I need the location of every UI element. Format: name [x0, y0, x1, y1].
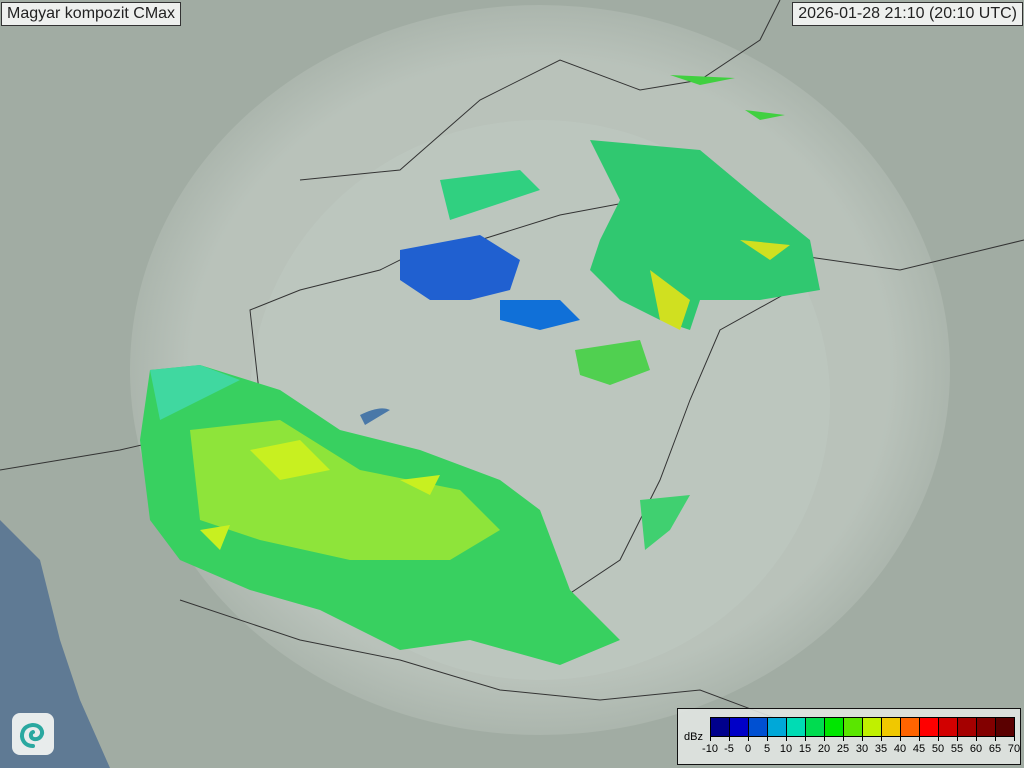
legend-swatch: [749, 718, 768, 736]
legend-tick-mark: [938, 736, 939, 741]
legend-tick-mark: [748, 736, 749, 741]
legend-swatch: [958, 718, 977, 736]
legend-tick-mark: [881, 736, 882, 741]
legend-tick-mark: [786, 736, 787, 741]
legend-swatch: [711, 718, 730, 736]
legend-tick-mark: [919, 736, 920, 741]
legend-tick-mark: [1014, 736, 1015, 741]
legend-swatch: [730, 718, 749, 736]
spiral-logo-icon: [12, 713, 54, 755]
legend-tick-mark: [824, 736, 825, 741]
timestamp: 2026-01-28 21:10 (20:10 UTC): [792, 2, 1023, 26]
legend-tick-label: -10: [702, 743, 718, 755]
legend-tick-label: 5: [763, 743, 771, 755]
legend-color-bar: [710, 717, 1015, 737]
legend-tick-mark: [843, 736, 844, 741]
legend-swatch: [787, 718, 806, 736]
legend-tick-label: 60: [969, 743, 983, 755]
legend-swatch: [844, 718, 863, 736]
legend-swatch: [806, 718, 825, 736]
legend-tick-mark: [805, 736, 806, 741]
legend-tick-label: 0: [744, 743, 752, 755]
legend-tick-label: 70: [1007, 743, 1021, 755]
legend-tick-mark: [995, 736, 996, 741]
legend-tick-label: 50: [931, 743, 945, 755]
legend-swatch: [996, 718, 1014, 736]
legend-swatch: [882, 718, 901, 736]
legend-tick-mark: [957, 736, 958, 741]
legend-tick-mark: [729, 736, 730, 741]
legend-swatch: [920, 718, 939, 736]
legend-swatch: [825, 718, 844, 736]
legend-tick-mark: [767, 736, 768, 741]
legend-swatch: [901, 718, 920, 736]
product-title: Magyar kompozit CMax: [1, 2, 182, 26]
legend-tick-label: 45: [912, 743, 926, 755]
legend-swatch: [977, 718, 996, 736]
legend-tick-mark: [900, 736, 901, 741]
legend-swatch: [768, 718, 787, 736]
legend-tick-mark: [710, 736, 711, 741]
dbz-legend: dBz -10 -5 0 5 10 15 20 25 30 35 40 45 50 55 60 65 70: [677, 708, 1021, 765]
precipitation-echoes: [140, 75, 820, 665]
legend-tick-label: 30: [855, 743, 869, 755]
legend-tick-label: 55: [950, 743, 964, 755]
legend-tick-label: -5: [724, 743, 734, 755]
legend-swatch: [939, 718, 958, 736]
adriatic-sea: [0, 520, 110, 768]
legend-tick-label: 20: [817, 743, 831, 755]
lake-balaton: [360, 408, 390, 425]
legend-swatch: [863, 718, 882, 736]
legend-tick-label: 65: [988, 743, 1002, 755]
legend-tick-label: 35: [874, 743, 888, 755]
legend-tick-label: 15: [798, 743, 812, 755]
legend-unit: dBz: [684, 731, 703, 743]
legend-tick-label: 10: [779, 743, 793, 755]
legend-tick-mark: [976, 736, 977, 741]
legend-tick-label: 25: [836, 743, 850, 755]
legend-ticks: -10 -5 0 5 10 15 20 25 30 35 40 45 50 55 60 65 70: [702, 736, 1020, 762]
legend-tick-label: 40: [893, 743, 907, 755]
legend-tick-mark: [862, 736, 863, 741]
